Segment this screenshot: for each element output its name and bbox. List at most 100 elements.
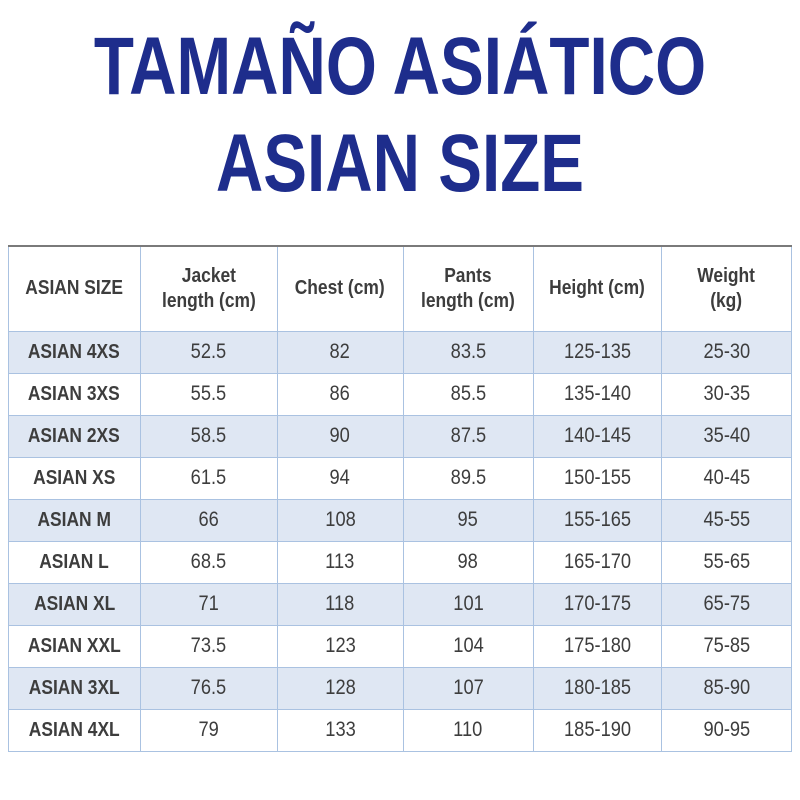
- cell-text: 104: [452, 633, 484, 657]
- cell-text: 83.5: [450, 339, 486, 363]
- table-row: ASIAN 2XS 58.5 90 87.5 140-145 35-40: [8, 414, 793, 458]
- value-cell: 95: [402, 498, 534, 542]
- header-asian-size: ASIAN SIZE: [8, 245, 141, 332]
- value-cell: 65-75: [660, 582, 793, 626]
- cell-text: ASIAN 3XS: [28, 382, 121, 405]
- cell-text: 89.5: [450, 465, 486, 489]
- value-cell: 165-170: [532, 540, 662, 584]
- value-cell: 52.5: [139, 330, 278, 374]
- value-cell: 87.5: [402, 414, 534, 458]
- cell-text: 125-135: [563, 339, 631, 363]
- cell-text: 87.5: [450, 423, 486, 447]
- cell-text: 61.5: [190, 465, 227, 489]
- value-cell: 68.5: [139, 540, 278, 584]
- value-cell: 40-45: [660, 456, 793, 500]
- size-label-cell: ASIAN XL: [8, 582, 141, 626]
- cell-text: 175-180: [563, 633, 631, 657]
- header-pants-length: Pants length (cm): [402, 245, 534, 332]
- value-cell: 66: [139, 498, 278, 542]
- value-cell: 61.5: [139, 456, 278, 500]
- cell-text: 107: [452, 675, 484, 699]
- value-cell: 30-35: [660, 372, 793, 416]
- table-row: ASIAN 3XS 55.5 86 85.5 135-140 30-35: [8, 372, 793, 416]
- cell-text: 165-170: [563, 549, 631, 573]
- value-cell: 55.5: [139, 372, 278, 416]
- table-row: ASIAN XS 61.5 94 89.5 150-155 40-45: [8, 456, 793, 500]
- cell-text: 52.5: [190, 339, 227, 363]
- size-table-header: ASIAN SIZE Jacket length (cm) Chest (cm)…: [8, 245, 793, 332]
- table-row: ASIAN M 66 108 95 155-165 45-55: [8, 498, 793, 542]
- header-text: Pants length (cm): [421, 264, 515, 312]
- size-label-cell: ASIAN 4XS: [8, 330, 141, 374]
- size-label-cell: ASIAN 4XL: [8, 708, 141, 752]
- value-cell: 76.5: [139, 666, 278, 710]
- value-cell: 133: [276, 708, 404, 752]
- cell-text: 86: [329, 381, 351, 405]
- table-row: ASIAN 4XS 52.5 82 83.5 125-135 25-30: [8, 330, 793, 374]
- cell-text: 65-75: [703, 591, 750, 615]
- header-text: Jacket length (cm): [161, 264, 256, 312]
- cell-text: 71: [198, 591, 219, 615]
- table-row: ASIAN XXL 73.5 123 104 175-180 75-85: [8, 624, 793, 668]
- cell-text: 30-35: [703, 381, 750, 405]
- size-table-body: ASIAN 4XS 52.5 82 83.5 125-135 25-30 ASIAN 3XS…: [8, 330, 793, 752]
- cell-text: 133: [324, 717, 356, 741]
- header-height: Height (cm): [532, 245, 662, 332]
- value-cell: 75-85: [660, 624, 793, 668]
- value-cell: 58.5: [139, 414, 278, 458]
- title-line-english: ASIAN SIZE: [215, 118, 585, 209]
- size-label-cell: ASIAN XS: [8, 456, 141, 500]
- cell-text: ASIAN 2XS: [28, 424, 121, 447]
- value-cell: 71: [139, 582, 278, 626]
- value-cell: 85.5: [402, 372, 534, 416]
- header-text: Chest (cm): [295, 277, 386, 300]
- value-cell: 101: [402, 582, 534, 626]
- table-row: ASIAN 3XL 76.5 128 107 180-185 85-90: [8, 666, 793, 710]
- cell-text: 75-85: [703, 633, 750, 657]
- value-cell: 113: [276, 540, 404, 584]
- value-cell: 45-55: [660, 498, 793, 542]
- value-cell: 110: [402, 708, 534, 752]
- value-cell: 180-185: [532, 666, 662, 710]
- value-cell: 170-175: [532, 582, 662, 626]
- header-row: ASIAN SIZE Jacket length (cm) Chest (cm)…: [8, 245, 793, 332]
- size-label-cell: ASIAN 3XL: [8, 666, 141, 710]
- cell-text: 94: [329, 465, 351, 489]
- value-cell: 135-140: [532, 372, 662, 416]
- value-cell: 104: [402, 624, 534, 668]
- size-label-cell: ASIAN 3XS: [8, 372, 141, 416]
- cell-text: ASIAN XS: [33, 466, 116, 489]
- cell-text: 123: [324, 633, 356, 657]
- cell-text: 85-90: [703, 675, 750, 699]
- cell-text: 40-45: [703, 465, 750, 489]
- cell-text: 155-165: [563, 507, 631, 531]
- header-text: Weight (kg): [697, 264, 756, 312]
- value-cell: 86: [276, 372, 404, 416]
- cell-text: ASIAN 4XS: [28, 340, 121, 363]
- cell-text: 25-30: [703, 339, 750, 363]
- cell-text: 90: [329, 423, 351, 447]
- cell-text: 66: [198, 507, 219, 531]
- value-cell: 90-95: [660, 708, 793, 752]
- size-chart-page: TAMAÑO ASIÁTICO ASIAN SIZE ASIAN SIZE Ja…: [0, 0, 800, 752]
- value-cell: 90: [276, 414, 404, 458]
- cell-text: 118: [325, 591, 355, 615]
- value-cell: 55-65: [660, 540, 793, 584]
- size-label-cell: ASIAN 2XS: [8, 414, 141, 458]
- cell-text: 82: [329, 339, 351, 363]
- value-cell: 85-90: [660, 666, 793, 710]
- size-table: ASIAN SIZE Jacket length (cm) Chest (cm)…: [8, 245, 793, 752]
- header-jacket-length: Jacket length (cm): [139, 245, 278, 332]
- cell-text: 90-95: [703, 717, 750, 741]
- cell-text: 55.5: [190, 381, 227, 405]
- cell-text: 73.5: [190, 633, 227, 657]
- size-label-cell: ASIAN M: [8, 498, 141, 542]
- value-cell: 83.5: [402, 330, 534, 374]
- value-cell: 118: [276, 582, 404, 626]
- value-cell: 35-40: [660, 414, 793, 458]
- header-text: ASIAN SIZE: [25, 277, 124, 300]
- cell-text: 85.5: [450, 381, 486, 405]
- value-cell: 79: [139, 708, 278, 752]
- cell-text: 68.5: [190, 549, 227, 573]
- value-cell: 107: [402, 666, 534, 710]
